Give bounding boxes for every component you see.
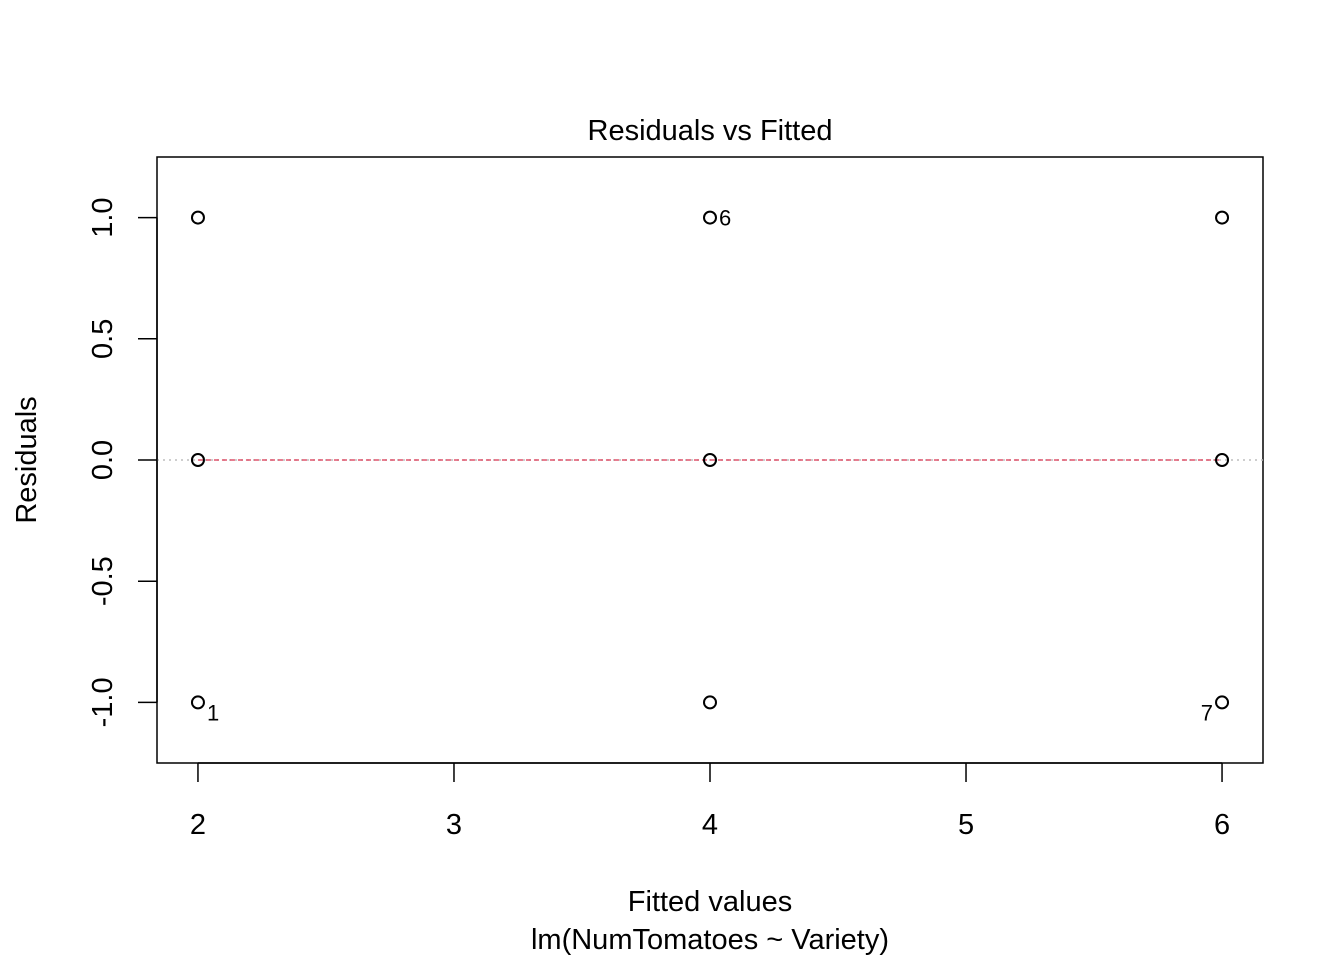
point-label: 6 — [719, 206, 731, 231]
point-label: 1 — [207, 700, 219, 725]
x-axis-label: Fitted values — [628, 886, 792, 918]
point-labels-layer: 1 6 7 — [207, 206, 1213, 726]
point-label: 7 — [1201, 700, 1213, 725]
y-axis-label: Residuals — [11, 396, 43, 523]
data-point — [1215, 695, 1230, 710]
y-tick-label: -0.5 — [87, 556, 119, 606]
x-tick-label: 5 — [958, 809, 974, 841]
chart-title: Residuals vs Fitted — [588, 115, 833, 147]
data-point — [703, 695, 717, 710]
data-point — [190, 210, 205, 225]
x-tick-label: 2 — [190, 809, 206, 841]
axes-layer: 2 3 4 5 6 -1.0 -0.5 0.0 0.5 1.0 — [87, 197, 1230, 841]
x-tick-label: 3 — [446, 809, 462, 841]
data-point — [190, 453, 205, 467]
points-layer — [190, 210, 1230, 710]
data-point — [1215, 453, 1230, 467]
data-point — [703, 210, 717, 225]
x-tick-label: 4 — [702, 809, 718, 841]
y-tick-label: 0.5 — [87, 319, 119, 359]
model-formula-label: lm(NumTomatoes ~ Variety) — [531, 924, 889, 956]
y-tick-label: 0.0 — [87, 440, 119, 480]
y-tick-label: -1.0 — [87, 677, 119, 727]
data-point — [1215, 210, 1230, 225]
x-tick-label: 6 — [1214, 809, 1230, 841]
data-point — [703, 453, 717, 467]
data-point — [190, 695, 205, 710]
y-tick-label: 1.0 — [87, 197, 119, 237]
